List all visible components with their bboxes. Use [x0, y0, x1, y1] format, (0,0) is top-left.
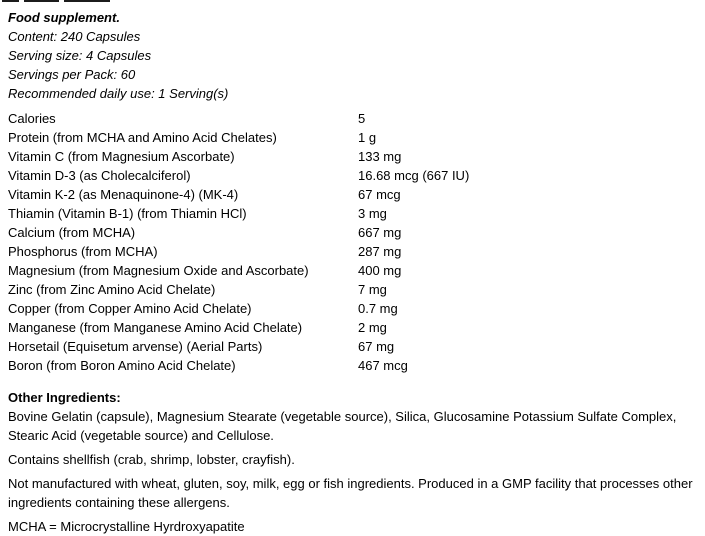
nutrient-value: 400 mg [358, 263, 402, 278]
table-row: Manganese (from Manganese Amino Acid Che… [8, 318, 697, 337]
table-row: Horsetail (Equisetum arvense) (Aerial Pa… [8, 337, 697, 356]
table-row: Vitamin K-2 (as Menaquinone-4) (MK-4) 67… [8, 185, 697, 204]
nutrient-label: Calories [8, 111, 56, 126]
table-row: Zinc (from Zinc Amino Acid Chelate) 7 mg [8, 280, 697, 299]
nutrient-value: 67 mcg [358, 187, 401, 202]
table-row: Vitamin D-3 (as Cholecalciferol) 16.68 m… [8, 166, 697, 185]
nutrient-label: Thiamin (Vitamin B-1) (from Thiamin HCl) [8, 206, 247, 221]
not-manufactured-statement: Not manufactured with wheat, gluten, soy… [8, 476, 693, 510]
table-row: Thiamin (Vitamin B-1) (from Thiamin HCl)… [8, 204, 697, 223]
nutrient-value: 16.68 mcg (667 IU) [358, 168, 470, 183]
servings-per-pack-line: Servings per Pack: 60 [8, 67, 136, 82]
cropped-line-artifact [2, 0, 110, 2]
nutrient-label: Boron (from Boron Amino Acid Chelate) [8, 358, 236, 373]
table-row: Phosphorus (from MCHA) 287 mg [8, 242, 697, 261]
nutrient-label: Vitamin C (from Magnesium Ascorbate) [8, 149, 235, 164]
nutrient-label: Phosphorus (from MCHA) [8, 244, 158, 259]
table-row: Protein (from MCHA and Amino Acid Chelat… [8, 128, 697, 147]
nutrient-value: 287 mg [358, 244, 402, 259]
other-ingredients-heading: Other Ingredients: [8, 390, 121, 405]
table-row: Calcium (from MCHA) 667 mg [8, 223, 697, 242]
nutrient-label: Calcium (from MCHA) [8, 225, 136, 240]
nutrient-value: 3 mg [358, 206, 387, 221]
nutrient-value: 7 mg [358, 282, 387, 297]
contains-allergen-statement: Contains shellfish (crab, shrimp, lobste… [8, 452, 295, 467]
other-ingredients-text: Bovine Gelatin (capsule), Magnesium Stea… [8, 409, 677, 443]
table-row: Magnesium (from Magnesium Oxide and Asco… [8, 261, 697, 280]
nutrient-value: 667 mg [358, 225, 402, 240]
content-line: Content: 240 Capsules [8, 29, 141, 44]
nutrient-value: 1 g [358, 130, 377, 145]
nutrient-label: Zinc (from Zinc Amino Acid Chelate) [8, 282, 216, 297]
table-row: Vitamin C (from Magnesium Ascorbate) 133… [8, 147, 697, 166]
table-row: Calories 5 [8, 109, 697, 128]
nutrient-label: Protein (from MCHA and Amino Acid Chelat… [8, 130, 277, 145]
nutrient-label: Manganese (from Manganese Amino Acid Che… [8, 320, 303, 335]
serving-size-line: Serving size: 4 Capsules [8, 48, 152, 63]
nutrient-label: Copper (from Copper Amino Acid Chelate) [8, 301, 252, 316]
nutrient-value: 0.7 mg [358, 301, 398, 316]
abbreviation-note: MCHA = Microcrystalline Hyrdroxyapatite [8, 519, 245, 534]
nutrient-value: 67 mg [358, 339, 395, 354]
page-title: Food supplement. [8, 10, 120, 25]
nutrient-label: Horsetail (Equisetum arvense) (Aerial Pa… [8, 339, 263, 354]
nutrient-value: 5 [358, 111, 366, 126]
nutrient-label: Vitamin K-2 (as Menaquinone-4) (MK-4) [8, 187, 239, 202]
recommended-daily-use-line: Recommended daily use: 1 Serving(s) [8, 86, 229, 101]
intro-block: Food supplement. Content: 240 Capsules S… [8, 8, 697, 103]
nutrition-table: Calories 5 Protein (from MCHA and Amino … [8, 109, 697, 375]
table-row: Boron (from Boron Amino Acid Chelate) 46… [8, 356, 697, 375]
nutrient-value: 133 mg [358, 149, 402, 164]
table-row: Copper (from Copper Amino Acid Chelate) … [8, 299, 697, 318]
nutrient-label: Vitamin D-3 (as Cholecalciferol) [8, 168, 191, 183]
nutrient-label: Magnesium (from Magnesium Oxide and Asco… [8, 263, 309, 278]
nutrient-value: 2 mg [358, 320, 387, 335]
nutrient-value: 467 mcg [358, 358, 408, 373]
